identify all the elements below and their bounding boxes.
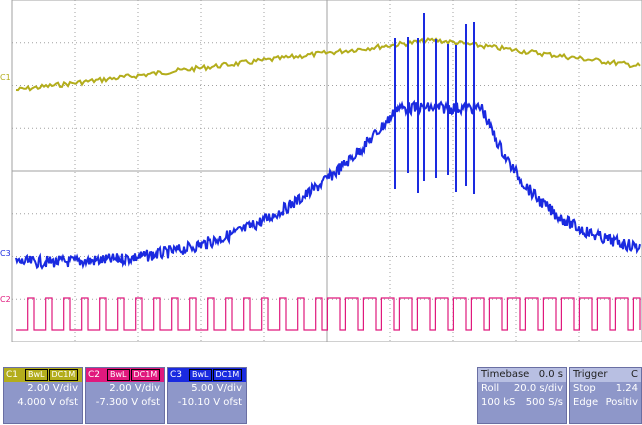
status-panel: C1 BwL DC1M 2.00 V/div 4.000 V ofst C2 B… [0, 342, 642, 425]
oscilloscope-grid [11, 0, 642, 342]
timebase-label: Timebase [481, 369, 530, 380]
c2-bw-tag: BwL [107, 369, 130, 381]
c3-descriptor[interactable]: C3 BwL DC1M 5.00 V/div -10.10 V ofst [167, 367, 247, 424]
trigger-slope: Positiv [605, 397, 638, 408]
c1-descriptor[interactable]: C1 BwL DC1M 2.00 V/div 4.000 V ofst [3, 367, 83, 424]
c2-level-marker: C2 [0, 295, 11, 304]
grid-lines [11, 0, 642, 342]
c3-vdiv: 5.00 V/div [191, 383, 242, 394]
c3-offset: -10.10 V ofst [177, 397, 242, 408]
trace-c1 [15, 37, 641, 92]
trigger-row-2: Edge Positiv [570, 396, 641, 410]
timebase-delay: 0.0 s [538, 369, 563, 380]
c2-coupling-tag: DC1M [130, 369, 161, 381]
trigger-level: 1.24 [615, 383, 638, 394]
c1-offset: 4.000 V ofst [17, 397, 78, 408]
trace-c3 [15, 13, 641, 270]
timebase-mode: Roll [481, 383, 500, 394]
trigger-descriptor[interactable]: Trigger C Stop 1.24 Edge Positiv [569, 367, 642, 424]
timebase-rate: 500 S/s [525, 397, 563, 408]
c3-descriptor-header: C3 BwL DC1M [168, 368, 246, 382]
c1-label: C1 [6, 370, 19, 380]
c2-label: C2 [88, 370, 101, 380]
c3-bw-tag: BwL [189, 369, 212, 381]
c3-level-marker: C3 [0, 249, 11, 258]
c1-level-marker: C1 [0, 73, 11, 82]
c3-label: C3 [170, 370, 183, 380]
c2-vdiv: 2.00 V/div [109, 383, 160, 394]
trigger-header: Trigger C [570, 368, 641, 382]
timebase-header: Timebase 0.0 s [478, 368, 566, 382]
trace-c2 [16, 297, 641, 331]
trigger-channel: C [631, 369, 638, 380]
timebase-row-1: Roll 20.0 s/div [478, 382, 566, 396]
c2-offset: -7.300 V ofst [95, 397, 160, 408]
waveform-display[interactable]: C1 C3 C2 [0, 0, 642, 342]
c1-coupling-tag: DC1M [48, 369, 79, 381]
timebase-descriptor[interactable]: Timebase 0.0 s Roll 20.0 s/div 100 kS 50… [477, 367, 567, 424]
c2-descriptor[interactable]: C2 BwL DC1M 2.00 V/div -7.300 V ofst [85, 367, 165, 424]
trigger-label: Trigger [573, 369, 608, 380]
c2-descriptor-header: C2 BwL DC1M [86, 368, 164, 382]
trigger-type: Edge [573, 397, 599, 408]
trigger-row-1: Stop 1.24 [570, 382, 641, 396]
c1-descriptor-header: C1 BwL DC1M [4, 368, 82, 382]
c3-coupling-tag: DC1M [212, 369, 243, 381]
timebase-row-2: 100 kS 500 S/s [478, 396, 566, 410]
timebase-samples: 100 kS [481, 397, 516, 408]
timebase-tdiv: 20.0 s/div [513, 383, 563, 394]
c1-vdiv: 2.00 V/div [27, 383, 78, 394]
c1-bw-tag: BwL [25, 369, 48, 381]
trigger-mode: Stop [573, 383, 596, 394]
